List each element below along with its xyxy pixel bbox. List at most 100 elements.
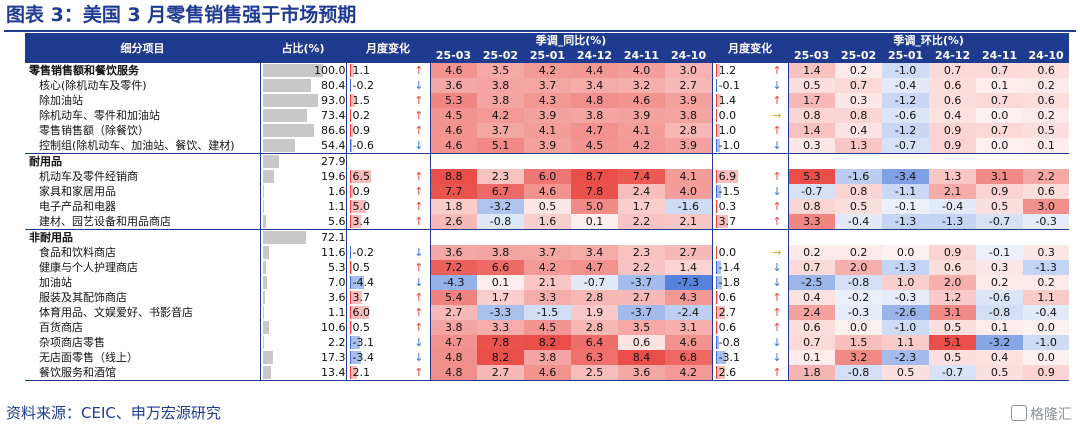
mom-cell: -0.4 [929, 199, 977, 214]
mom-cell: 0.2 [1023, 275, 1070, 290]
mom-change-value: -1.8 [718, 276, 741, 289]
yoy-cell: 2.2 [618, 214, 665, 230]
mom-cell: 0.5 [835, 199, 883, 214]
yoy-cell: 1.7 [618, 199, 665, 214]
share-cell: 86.6 [259, 123, 346, 138]
mom-change-cell: 1.0 ↑ [711, 123, 789, 138]
mom-change-bar [715, 109, 717, 122]
yoy-cell: 2.5 [571, 365, 618, 381]
yoy-cell: 2.7 [618, 290, 665, 305]
arrow-up-icon: ↑ [414, 321, 424, 334]
mom-cell: 0.9 [929, 138, 977, 154]
mom-cell: 0.1 [1023, 138, 1070, 154]
row-name: 加油站 [39, 276, 72, 289]
mom-change-value: -1.5 [718, 185, 741, 198]
mom-cell: 0.0 [1023, 350, 1070, 365]
arrow-down-icon: ↓ [414, 351, 424, 364]
table-row: 餐饮服务和酒馆 13.4 2.1 ↑ 4.8 2.7 4.6 2.5 3.6 4.2 2.6 ↑ 1.8… [25, 365, 1070, 381]
arrow-up-icon: ↑ [772, 200, 782, 213]
mom-cell: -1.0 [1023, 335, 1070, 350]
mom-cell: 0.9 [929, 123, 977, 138]
yoy-cell: 4.6 [524, 365, 571, 381]
mom-change-cell: 3.7 ↑ [711, 214, 789, 230]
share-bar [262, 321, 269, 334]
mom-cell: 0.7 [976, 63, 1024, 78]
mom-change-cell: -0.6 ↓ [345, 138, 431, 154]
mom-cell: 0.5 [929, 350, 977, 365]
yoy-cell: 2.3 [618, 245, 665, 260]
mom-change-bar [349, 261, 353, 274]
yoy-cell: 8.7 [571, 169, 618, 184]
share-bar [262, 170, 275, 183]
mom-change-cell [711, 229, 789, 245]
mom-change-cell: -1.8 ↓ [711, 275, 789, 290]
table-row: 零售销售额（除餐饮） 86.6 0.9 ↑ 4.6 3.7 4.1 4.7 4.1 2.8 1.0 ↑… [25, 123, 1070, 138]
mom-change-value: -3.4 [352, 351, 374, 364]
row-name: 杂项商店零售 [39, 336, 105, 349]
mom-cell: -0.8 [976, 305, 1024, 320]
arrow-down-icon: ↓ [772, 79, 782, 92]
mom-change-cell: 0.9 ↑ [345, 184, 431, 199]
yoy-cell: 6.6 [477, 260, 524, 275]
yoy-cell: 3.8 [430, 320, 477, 335]
mom-cell: 0.0 [1023, 320, 1070, 335]
mom-cell: 0.7 [976, 93, 1024, 108]
mom-change-value: -1.0 [718, 139, 741, 152]
mom-cell: 0.1 [976, 320, 1024, 335]
mom-cell: 3.3 [788, 214, 836, 230]
mom-cell: 3.1 [976, 169, 1024, 184]
mom-cell [1023, 153, 1070, 169]
mom-cell: 0.6 [1023, 93, 1070, 108]
mom-cell: 0.6 [1023, 184, 1070, 199]
mom-change-bar [349, 79, 352, 92]
table-row: 建材、园艺设备和用品商店 5.6 3.4 ↑ 2.6 -0.8 1.6 0.1 2.2 2.1 3.… [25, 214, 1070, 230]
mom-change-cell: 6.0 ↑ [345, 305, 431, 320]
share-bar [262, 291, 265, 304]
mom-change-bar [349, 64, 354, 77]
mom-cell: 0.7 [835, 78, 883, 93]
mom-cell: 0.1 [788, 350, 836, 365]
arrow-down-icon: ↓ [772, 185, 782, 198]
mom-change-cell: 5.0 ↑ [345, 199, 431, 214]
table-body: 零售销售额和餐饮服务 100.0 1.1 ↑ 4.6 3.5 4.2 4.4 4.0 3.0 1.2… [25, 63, 1070, 381]
arrow-up-icon: ↑ [414, 261, 424, 274]
yoy-cell: 3.3 [524, 290, 571, 305]
logo-icon [1011, 405, 1027, 421]
share-value: 1.6 [328, 185, 346, 198]
row-name: 无店面零售（线上） [39, 351, 138, 364]
mom-change-cell: -3.1 ↓ [711, 350, 789, 365]
mom-cell: -0.4 [835, 214, 883, 230]
yoy-cell: 8.8 [430, 169, 477, 184]
yoy-cell: 8.2 [524, 335, 571, 350]
mom-cell [929, 153, 977, 169]
mom-cell: -1.2 [882, 93, 930, 108]
mom-cell [976, 153, 1024, 169]
arrow-up-icon: ↑ [414, 109, 424, 122]
yoy-cell: 6.4 [571, 335, 618, 350]
yoy-cell: -3.3 [477, 305, 524, 320]
share-cell: 1.6 [259, 184, 346, 199]
mom-change-cell: 0.2 ↑ [345, 108, 431, 123]
header-month: 24-10 [1023, 48, 1070, 63]
yoy-cell: 4.0 [665, 184, 713, 199]
row-name: 电子产品和电器 [39, 200, 116, 213]
yoy-cell [665, 229, 713, 245]
yoy-cell: 1.6 [524, 214, 571, 230]
mom-cell: -0.7 [929, 365, 977, 381]
mom-cell: -2.3 [882, 350, 930, 365]
arrow-up-icon: ↑ [772, 64, 782, 77]
share-bar [262, 306, 264, 319]
mom-change-value: 1.2 [718, 64, 737, 77]
mom-change-value: 5.0 [352, 200, 371, 213]
share-cell: 1.1 [259, 199, 346, 214]
table-row: 体育用品、文娱爱好、书影音店 1.1 6.0 ↑ 2.7 -3.3 -1.5 1.9 -3.7-… [25, 305, 1070, 320]
yoy-cell: 3.5 [477, 63, 524, 78]
yoy-cell: 6.8 [665, 350, 713, 365]
mom-change-value: -4.4 [352, 276, 374, 289]
mom-cell: 5.3 [788, 169, 836, 184]
row-name: 零售销售额（除餐饮） [39, 124, 149, 137]
yoy-cell [618, 229, 665, 245]
mom-cell: -0.1 [882, 199, 930, 214]
arrow-down-icon: ↓ [772, 139, 782, 152]
yoy-cell: 4.5 [524, 320, 571, 335]
